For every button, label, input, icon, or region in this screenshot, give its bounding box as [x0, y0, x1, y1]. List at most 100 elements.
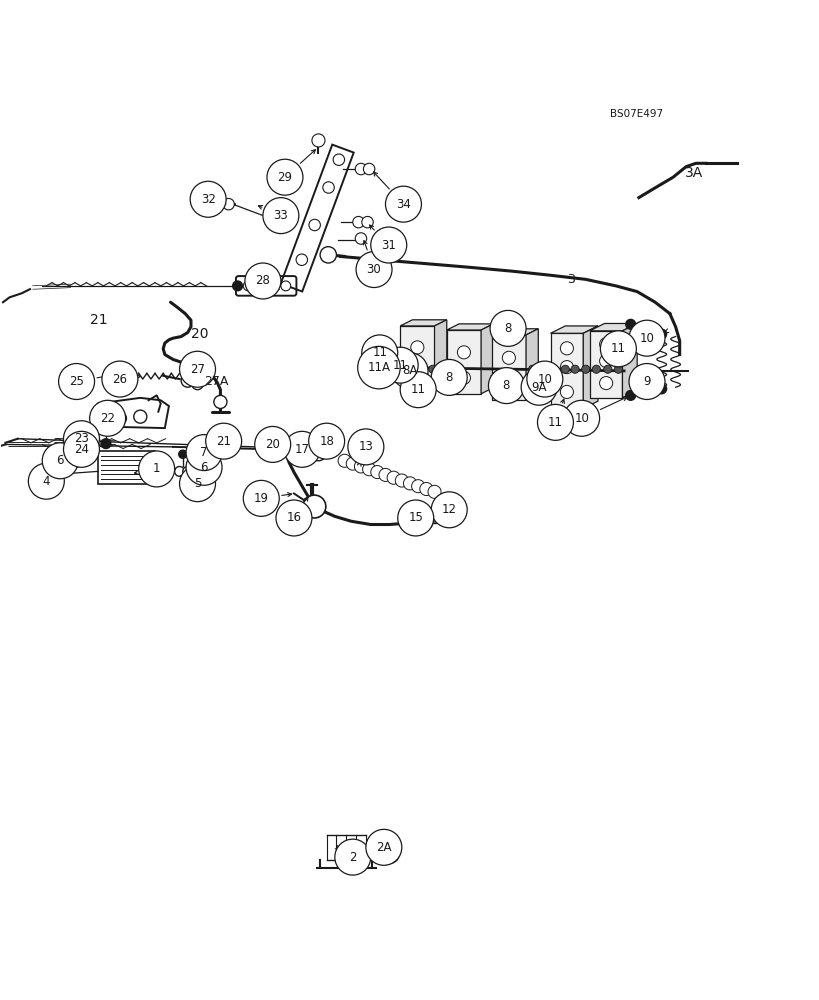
Circle shape — [269, 446, 282, 459]
Circle shape — [284, 431, 319, 467]
Text: 11: 11 — [610, 342, 625, 355]
Circle shape — [559, 342, 572, 355]
Circle shape — [43, 443, 78, 479]
Circle shape — [363, 163, 374, 175]
Text: 2: 2 — [349, 851, 356, 864]
Circle shape — [281, 281, 290, 291]
Text: 21: 21 — [216, 435, 231, 448]
Circle shape — [457, 346, 470, 359]
Text: 8: 8 — [502, 379, 509, 392]
Circle shape — [591, 365, 600, 373]
Text: 21: 21 — [89, 313, 107, 327]
Text: 4: 4 — [43, 475, 50, 488]
Circle shape — [337, 454, 351, 467]
Circle shape — [488, 368, 524, 404]
Circle shape — [355, 163, 366, 175]
Circle shape — [521, 369, 556, 405]
Circle shape — [63, 431, 99, 467]
Circle shape — [347, 429, 383, 465]
Circle shape — [179, 450, 187, 458]
Text: 3A: 3A — [684, 166, 702, 180]
Circle shape — [243, 281, 253, 291]
Circle shape — [391, 353, 428, 389]
Text: 13: 13 — [358, 440, 373, 453]
Polygon shape — [589, 323, 636, 331]
Text: 8A: 8A — [402, 364, 417, 377]
Circle shape — [179, 351, 215, 387]
Circle shape — [58, 364, 94, 399]
Circle shape — [418, 365, 426, 373]
Circle shape — [190, 181, 226, 217]
Text: 17: 17 — [294, 443, 310, 456]
Text: 22: 22 — [100, 412, 115, 425]
Circle shape — [323, 182, 334, 193]
Circle shape — [179, 466, 215, 502]
Circle shape — [399, 365, 407, 373]
Polygon shape — [526, 329, 537, 400]
Circle shape — [527, 361, 562, 397]
Circle shape — [428, 365, 437, 373]
Text: 2A: 2A — [376, 841, 391, 854]
Circle shape — [548, 365, 556, 373]
Circle shape — [656, 329, 666, 339]
Circle shape — [625, 390, 635, 400]
Circle shape — [186, 435, 222, 471]
Circle shape — [599, 377, 612, 390]
Circle shape — [656, 384, 666, 394]
Polygon shape — [491, 335, 526, 400]
Circle shape — [310, 444, 326, 461]
Polygon shape — [550, 333, 582, 408]
Text: 23: 23 — [74, 432, 88, 445]
Circle shape — [431, 492, 467, 528]
Circle shape — [138, 451, 174, 487]
Text: 3: 3 — [566, 273, 574, 286]
Text: 16: 16 — [286, 511, 301, 524]
Text: 28: 28 — [256, 274, 270, 287]
Text: 9A: 9A — [531, 381, 546, 394]
Text: 27A: 27A — [204, 375, 229, 388]
Circle shape — [233, 281, 242, 291]
Text: 5: 5 — [193, 477, 201, 490]
Circle shape — [89, 400, 125, 436]
Circle shape — [334, 839, 370, 875]
Circle shape — [419, 482, 432, 496]
Polygon shape — [582, 326, 597, 408]
Circle shape — [403, 477, 416, 490]
Circle shape — [613, 365, 622, 373]
Circle shape — [560, 365, 568, 373]
Polygon shape — [550, 326, 597, 333]
Circle shape — [603, 365, 611, 373]
Circle shape — [181, 374, 194, 387]
Polygon shape — [446, 324, 493, 330]
Circle shape — [174, 466, 184, 476]
Circle shape — [352, 216, 364, 228]
Circle shape — [362, 463, 375, 476]
Circle shape — [63, 421, 99, 457]
Circle shape — [355, 233, 366, 244]
Circle shape — [267, 159, 302, 195]
Text: 29: 29 — [277, 171, 292, 184]
Text: 18: 18 — [319, 435, 333, 448]
Text: 20: 20 — [265, 438, 280, 451]
Circle shape — [223, 198, 234, 210]
Circle shape — [581, 365, 589, 373]
Circle shape — [29, 463, 64, 499]
Circle shape — [354, 460, 367, 473]
Circle shape — [183, 466, 192, 476]
Circle shape — [410, 341, 423, 354]
Circle shape — [186, 449, 222, 485]
Circle shape — [395, 474, 408, 487]
Circle shape — [528, 365, 536, 373]
Circle shape — [628, 364, 664, 399]
Text: 11: 11 — [410, 383, 425, 396]
Circle shape — [502, 377, 515, 390]
Text: 25: 25 — [69, 375, 84, 388]
Text: 1: 1 — [152, 462, 161, 475]
Polygon shape — [622, 323, 636, 398]
Circle shape — [410, 365, 423, 378]
Text: 12: 12 — [441, 503, 456, 516]
Circle shape — [267, 444, 278, 455]
Text: 11A: 11A — [367, 361, 390, 374]
Text: 27: 27 — [190, 363, 205, 376]
Text: 10: 10 — [536, 373, 552, 386]
